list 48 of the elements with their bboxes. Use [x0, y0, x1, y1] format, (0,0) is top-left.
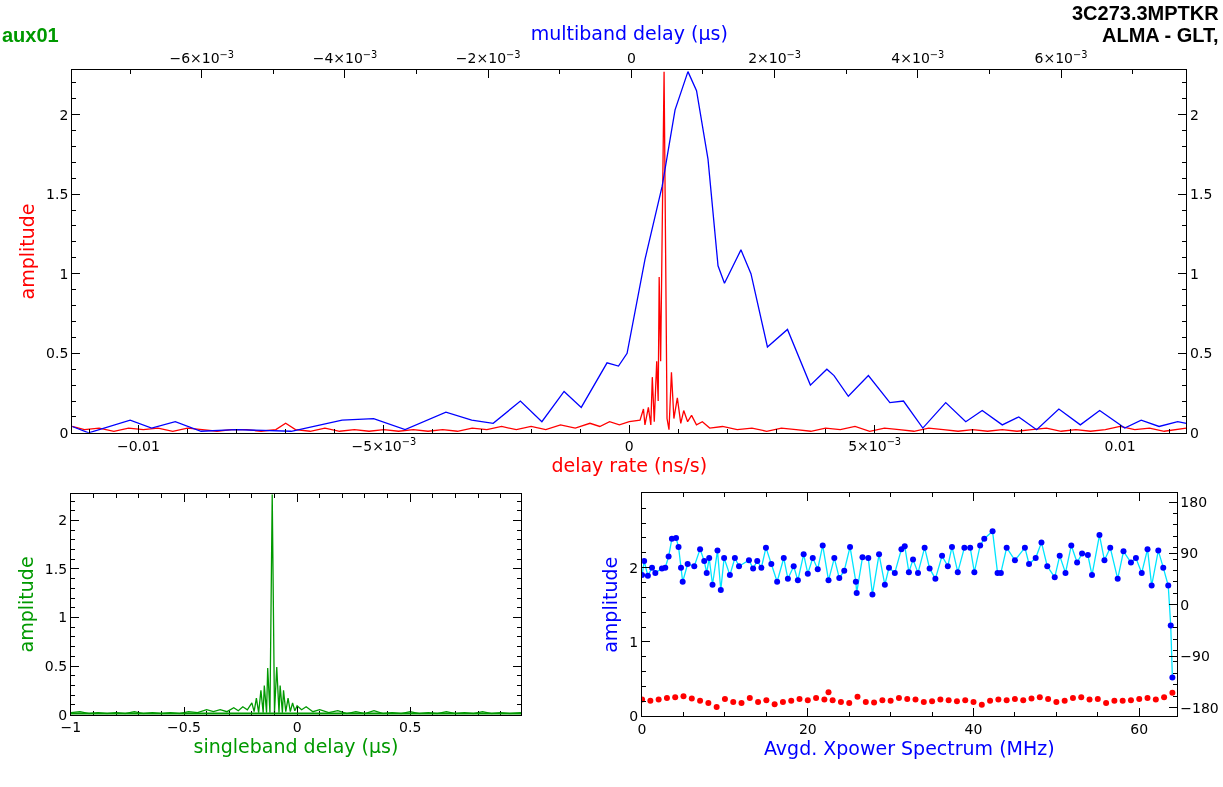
x-tick-label: 0: [292, 719, 302, 736]
x2-tick-label: 2×10$^{−3}$: [748, 48, 802, 67]
y-axis-title: amplitude: [14, 556, 37, 653]
x-tick-label: 20: [798, 720, 817, 737]
x-axis-title: singleband delay (µs): [193, 735, 399, 758]
y-tick-label: 0: [59, 424, 69, 441]
x-axis-title: Avgd. Xpower Spectrum (MHz): [763, 736, 1055, 759]
x2-tick-label: −2×10$^{−3}$: [455, 48, 521, 67]
x-tick-label: −0.01: [116, 437, 160, 454]
x2-tick-label: 6×10$^{−3}$: [1034, 48, 1088, 67]
text: ALMA - GLT,: [1102, 24, 1219, 46]
y-tick-label: 1: [58, 609, 68, 626]
x-tick-label: 5×10$^{−3}$: [848, 435, 902, 454]
y2-tick-label: 180: [1180, 493, 1208, 510]
y-tick-label: 1.5: [46, 186, 69, 203]
x2-tick-label: −6×10$^{−3}$: [169, 48, 235, 67]
x-tick-label: 60: [1130, 720, 1149, 737]
y2-tick-label: 0: [1180, 596, 1190, 613]
text: 3C273.3MPTKR: [1072, 2, 1220, 24]
y-tick-label: 0: [629, 708, 639, 725]
y-tick-label: 1.5: [44, 560, 68, 577]
x-tick-label: −5×10$^{−3}$: [351, 435, 417, 454]
y-tick-label: 2: [59, 106, 69, 123]
y2-tick-label: 1.5: [1190, 186, 1213, 203]
x-tick-label: 0.5: [399, 719, 422, 736]
x-axis-title: delay rate (ns/s): [551, 453, 708, 476]
y-axis-title: amplitude: [15, 203, 38, 300]
y-tick-label: 2: [58, 512, 68, 529]
y-tick-label: 2: [629, 559, 639, 576]
text: aux01: [2, 24, 59, 46]
y-tick-label: 1: [59, 265, 69, 282]
x-tick-label: −0.5: [167, 719, 202, 736]
y2-tick-label: 0.5: [1190, 345, 1213, 362]
x2-axis-title: multiband delay (µs): [530, 22, 728, 45]
y2-tick-label: −180: [1180, 699, 1219, 716]
y2-tick-label: −90: [1180, 648, 1210, 665]
y-tick-label: 1: [629, 633, 639, 650]
y-axis-title: amplitude: [599, 556, 622, 653]
y2-tick-label: 90: [1180, 545, 1199, 562]
y2-tick-label: 1: [1190, 265, 1200, 282]
x2-tick-label: −4×10$^{−3}$: [312, 48, 378, 67]
y-tick-label: 0.5: [44, 657, 68, 674]
x-tick-label: 40: [964, 720, 983, 737]
x2-tick-label: 4×10$^{−3}$: [891, 48, 945, 67]
y-tick-label: 0.5: [46, 345, 69, 362]
y2-tick-label: 2: [1190, 106, 1200, 123]
y2-tick-label: 0: [1190, 424, 1200, 441]
x-tick-label: 0.01: [1104, 437, 1136, 454]
